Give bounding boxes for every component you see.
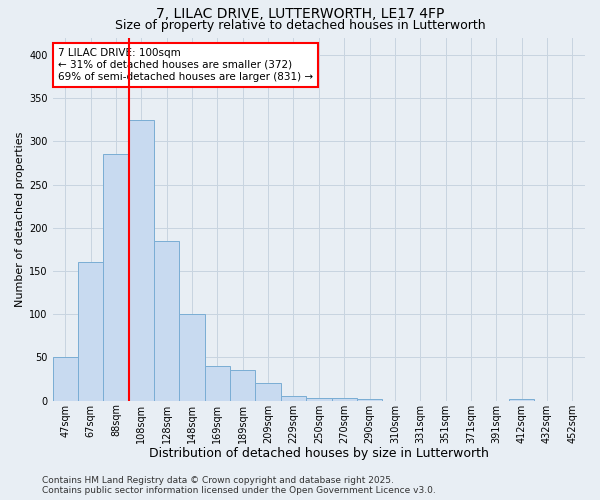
X-axis label: Distribution of detached houses by size in Lutterworth: Distribution of detached houses by size … [149,447,489,460]
Bar [256,384,281,400]
Bar [230,370,256,400]
Bar [306,398,332,400]
Bar [154,240,179,400]
Bar [281,396,306,400]
Y-axis label: Number of detached properties: Number of detached properties [15,132,25,307]
Bar [129,120,154,400]
Bar [78,262,103,400]
Bar [205,366,230,400]
Bar [179,314,205,400]
Text: 7, LILAC DRIVE, LUTTERWORTH, LE17 4FP: 7, LILAC DRIVE, LUTTERWORTH, LE17 4FP [156,8,444,22]
Bar [332,398,357,400]
Text: Size of property relative to detached houses in Lutterworth: Size of property relative to detached ho… [115,19,485,32]
Bar [509,399,535,400]
Text: 7 LILAC DRIVE: 100sqm
← 31% of detached houses are smaller (372)
69% of semi-det: 7 LILAC DRIVE: 100sqm ← 31% of detached … [58,48,313,82]
Bar [53,358,78,401]
Bar [103,154,129,400]
Text: Contains HM Land Registry data © Crown copyright and database right 2025.
Contai: Contains HM Land Registry data © Crown c… [42,476,436,495]
Bar [357,399,382,400]
